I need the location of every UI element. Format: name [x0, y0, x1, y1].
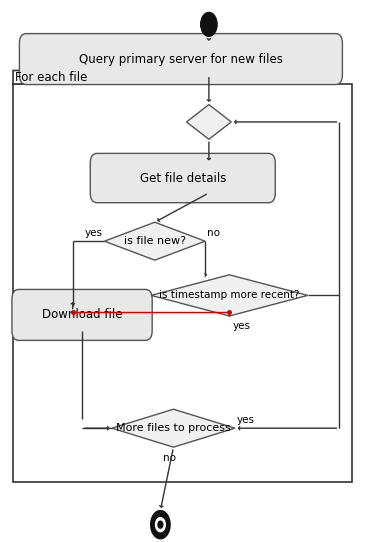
Circle shape — [158, 521, 163, 528]
Bar — [13, 84, 352, 482]
Text: yes: yes — [233, 321, 251, 331]
Circle shape — [156, 518, 165, 532]
Text: no: no — [207, 229, 220, 238]
Text: Get file details: Get file details — [140, 172, 226, 184]
Text: yes: yes — [237, 416, 255, 425]
Text: no: no — [163, 453, 176, 462]
Text: Query primary server for new files: Query primary server for new files — [79, 53, 283, 66]
FancyBboxPatch shape — [19, 34, 342, 85]
Text: is timestamp more recent?: is timestamp more recent? — [159, 291, 300, 300]
Text: For each file: For each file — [15, 71, 87, 83]
Circle shape — [201, 12, 217, 36]
Text: More files to process: More files to process — [116, 423, 231, 433]
Polygon shape — [13, 70, 95, 84]
Text: is file new?: is file new? — [124, 236, 186, 246]
Text: yes: yes — [85, 229, 103, 238]
Circle shape — [151, 511, 170, 539]
Polygon shape — [112, 409, 235, 447]
Polygon shape — [186, 105, 231, 139]
Text: Download file: Download file — [42, 308, 122, 321]
FancyBboxPatch shape — [12, 289, 152, 340]
Polygon shape — [151, 275, 308, 316]
Polygon shape — [104, 222, 205, 260]
FancyBboxPatch shape — [90, 153, 275, 203]
